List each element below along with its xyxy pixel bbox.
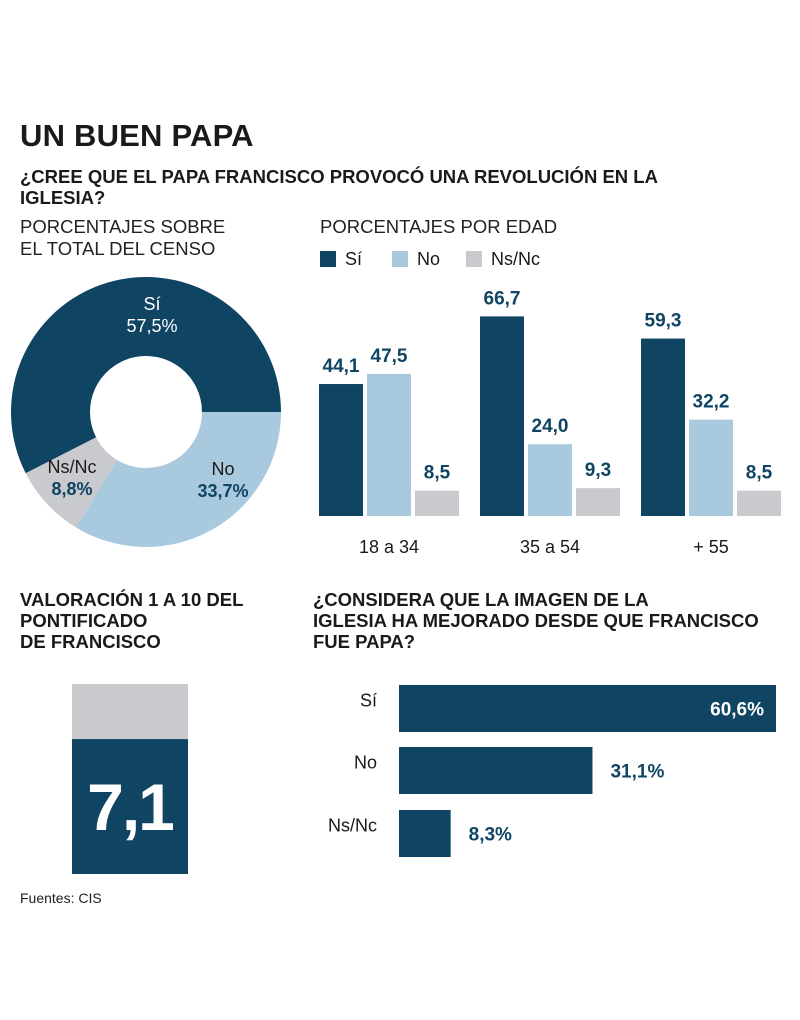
category-label-1: 35 a 54 <box>520 537 580 557</box>
bar-label-si-0: 44,1 <box>323 356 360 377</box>
donut-value-no: 33,7% <box>197 481 248 501</box>
hbar-category-nsnc: Ns/Nc <box>328 816 377 836</box>
donut-subtitle-line2: EL TOTAL DEL CENSO <box>20 238 216 259</box>
legend-si-swatch <box>320 251 336 267</box>
legend-no: No <box>392 248 440 270</box>
rating-title-line1: VALORACIÓN 1 A 10 DEL <box>20 589 244 610</box>
bar-label-no-0: 47,5 <box>371 346 408 367</box>
donut-slice-si <box>10 277 281 474</box>
bars-subtitle: PORCENTAJES POR EDAD <box>320 216 558 237</box>
hbar-no <box>399 747 593 794</box>
bar-label-nsnc-0: 8,5 <box>424 463 451 484</box>
source-note: Fuentes: CIS <box>20 890 102 906</box>
bar-nsnc-1 <box>576 488 620 516</box>
hbar-si <box>399 685 776 732</box>
legend-nsnc: Ns/Nc <box>466 248 540 270</box>
rating-gauge-fill <box>72 739 188 874</box>
legend-no-label: No <box>417 248 441 269</box>
rating-title: VALORACIÓN 1 A 10 DEL PONTIFICADO DE FRA… <box>20 589 243 652</box>
donut-slice-nsnc <box>25 437 117 528</box>
bar-label-si-2: 59,3 <box>645 311 682 332</box>
main-question: ¿CREE QUE EL PAPA FRANCISCO PROVOCÓ UNA … <box>20 166 658 208</box>
bar-label-nsnc-2: 8,5 <box>746 463 773 484</box>
image-question: ¿CONSIDERA QUE LA IMAGEN DE LA IGLESIA H… <box>313 589 759 652</box>
donut-label-nsnc: Ns/Nc <box>48 457 97 477</box>
image-question-line1: ¿CONSIDERA QUE LA IMAGEN DE LA <box>313 589 649 610</box>
donut-label-si: Sí <box>143 294 160 314</box>
bar-si-0 <box>319 384 363 516</box>
donut-value-nsnc: 8,8% <box>51 479 92 499</box>
rating-title-line2: PONTIFICADO <box>20 610 148 631</box>
donut-slice-no <box>75 412 281 547</box>
bar-no-0 <box>367 373 411 516</box>
hbar-category-si: Sí <box>360 691 377 711</box>
bar-label-no-1: 24,0 <box>532 416 569 437</box>
legend-no-swatch <box>392 251 408 267</box>
bar-label-si-1: 66,7 <box>484 288 521 309</box>
age-bar-chart: 44,1 47,5 8,5 66,7 24,0 9,3 59,3 32,2 8,5 18 a 3… <box>319 288 781 557</box>
hbar-category-no: No <box>354 753 377 773</box>
legend-si-label: Sí <box>345 248 363 269</box>
donut-subtitle: PORCENTAJES SOBRE EL TOTAL DEL CENSO <box>20 216 225 260</box>
bar-si-2 <box>641 338 685 516</box>
hbar-nsnc <box>399 810 451 857</box>
image-question-line2: IGLESIA HA MEJORADO DESDE QUE FRANCISCO <box>313 610 759 631</box>
bar-nsnc-0 <box>415 490 459 516</box>
rating-title-line3: DE FRANCISCO <box>20 631 161 652</box>
bar-label-nsnc-1: 9,3 <box>585 460 611 481</box>
donut-subtitle-line1: PORCENTAJES SOBRE <box>20 216 226 237</box>
image-question-line3: FUE PAPA? <box>313 631 416 652</box>
bar-nsnc-2 <box>737 490 781 516</box>
bar-si-1 <box>480 316 524 516</box>
legend-nsnc-label: Ns/Nc <box>491 248 540 269</box>
hbar-label-si: 60,6% <box>710 700 764 721</box>
legend-nsnc-swatch <box>466 251 482 267</box>
hbar-label-no: 31,1% <box>610 762 664 783</box>
category-label-0: 18 a 34 <box>359 537 419 557</box>
rating-value: 7,1 <box>87 770 175 844</box>
page-title: UN BUEN PAPA <box>20 118 254 153</box>
rating-gauge <box>72 684 188 874</box>
hbar-label-nsnc: 8,3% <box>469 825 512 846</box>
donut-label-no: No <box>211 459 234 479</box>
image-bar-chart: Sí 60,6% No 31,1% Ns/Nc 8,3% <box>328 685 776 857</box>
legend-si: Sí <box>320 248 362 270</box>
bar-label-no-2: 32,2 <box>693 392 730 413</box>
bar-no-1 <box>528 444 572 516</box>
bar-no-2 <box>689 419 733 516</box>
category-label-2: + 55 <box>693 537 729 557</box>
donut-value-si: 57,5% <box>126 316 177 336</box>
